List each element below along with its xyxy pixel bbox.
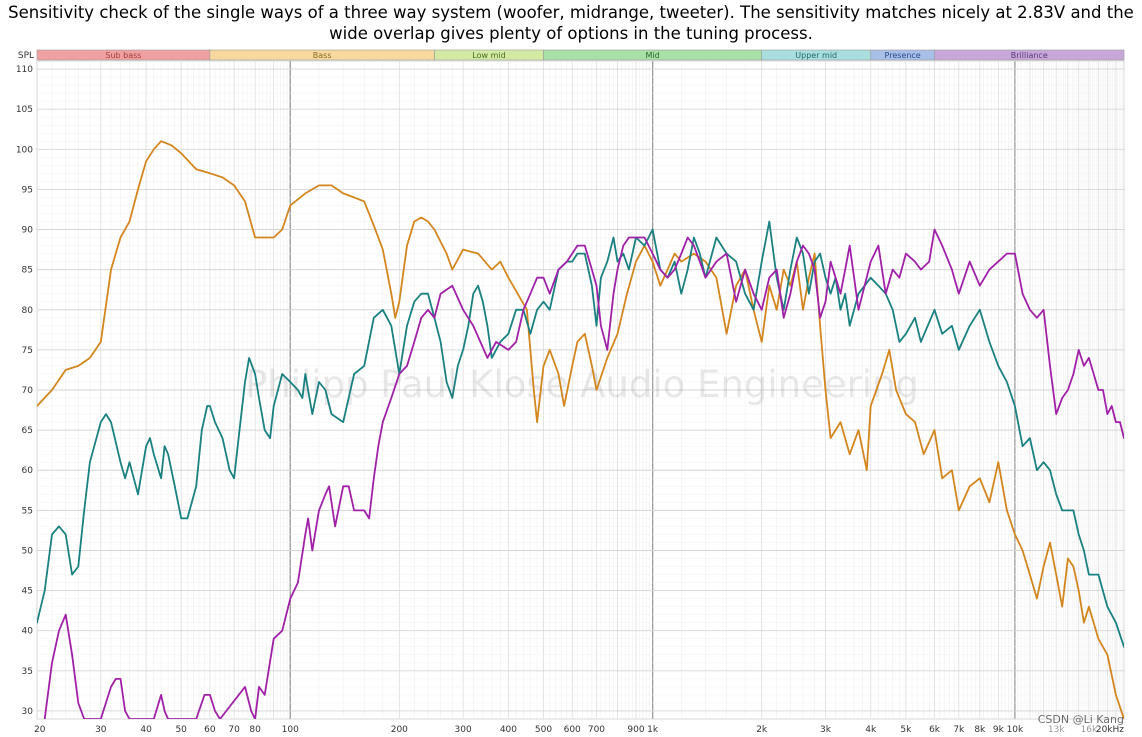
y-tick-label: 60 (22, 466, 34, 476)
y-tick-label: 70 (22, 386, 34, 396)
band-label: Bass (313, 51, 332, 60)
x-tick-label: 8k (974, 725, 986, 735)
chart-title-line-2: wide overlap gives plenty of options in … (329, 24, 813, 43)
frequency-band-bar: Sub bass Bass Low mid Mid Upper mid Presence B… (36, 49, 1125, 61)
x-tick-label: 200 (391, 725, 408, 735)
x-tick-label: 400 (500, 725, 517, 735)
x-tick-label: 20kHz (1096, 725, 1124, 735)
x-tick-label: 700 (588, 725, 605, 735)
series-line-3 (43, 228, 1124, 719)
x-tick-label: 300 (455, 725, 472, 735)
y-tick-label: 45 (22, 587, 33, 597)
y-tick-label: 55 (22, 506, 33, 516)
x-tick-label: 3k (820, 725, 832, 735)
y-tick-label: 110 (16, 65, 33, 75)
grid-lines (36, 60, 1125, 720)
y-tick-label: 50 (22, 546, 34, 556)
chart-title: Sensitivity check of the single ways of … (0, 2, 1142, 44)
band-label: Sub bass (105, 51, 141, 60)
y-tick-label: 100 (16, 145, 33, 155)
y-tick-label: 40 (22, 627, 34, 637)
x-tick-label: 1k (647, 725, 659, 735)
series-line-1 (37, 140, 1124, 719)
x-tick-label: 500 (535, 725, 552, 735)
series-line-2 (37, 220, 1124, 648)
x-tick-label: 2k (756, 725, 768, 735)
series-lines (37, 140, 1124, 719)
y-tick-label: 85 (22, 266, 33, 276)
y-axis-label: SPL (18, 51, 34, 61)
x-tick-label: 10k (1007, 725, 1024, 735)
x-tick-label: 4k (865, 725, 877, 735)
x-tick-label: 600 (564, 725, 581, 735)
y-tick-label: 65 (22, 426, 33, 436)
x-tick-label: 70 (228, 725, 240, 735)
band-label: Upper mid (795, 51, 837, 60)
x-tick-label: 13k (1048, 725, 1065, 735)
band-brilliance (934, 49, 1125, 61)
x-tick-label: 60 (204, 725, 216, 735)
y-tick-label: 80 (22, 306, 34, 316)
y-tick-label: 35 (22, 667, 33, 677)
x-tick-label: 5k (900, 725, 912, 735)
x-tick-label: 9k (993, 725, 1005, 735)
x-tick-label: 6k (929, 725, 941, 735)
watermark-text: Philipp Paul Klose Audio Engineering (245, 363, 919, 406)
y-tick-label: 75 (22, 346, 33, 356)
band-label: Brilliance (1011, 51, 1048, 60)
x-tick-label: 40 (140, 725, 152, 735)
credit-text: CSDN @Li Kang (1038, 713, 1124, 726)
x-tick-label: 16k (1081, 725, 1098, 735)
y-tick-label: 105 (16, 105, 33, 115)
x-tick-label: 900 (627, 725, 644, 735)
y-tick-label: 90 (22, 226, 34, 236)
x-tick-label: 7k (953, 725, 965, 735)
x-tick-label: 50 (175, 725, 187, 735)
x-tick-label: 80 (249, 725, 261, 735)
y-tick-label: 30 (22, 707, 34, 717)
band-label: Presence (885, 51, 921, 60)
x-tick-label: 100 (282, 725, 299, 735)
band-label: Mid (645, 51, 659, 60)
band-label: Low mid (472, 51, 505, 60)
x-tick-label: 30 (95, 725, 107, 735)
y-tick-label: 95 (22, 185, 33, 195)
chart-title-line-1: Sensitivity check of the single ways of … (8, 3, 1134, 22)
x-tick-label: 20 (34, 725, 46, 735)
